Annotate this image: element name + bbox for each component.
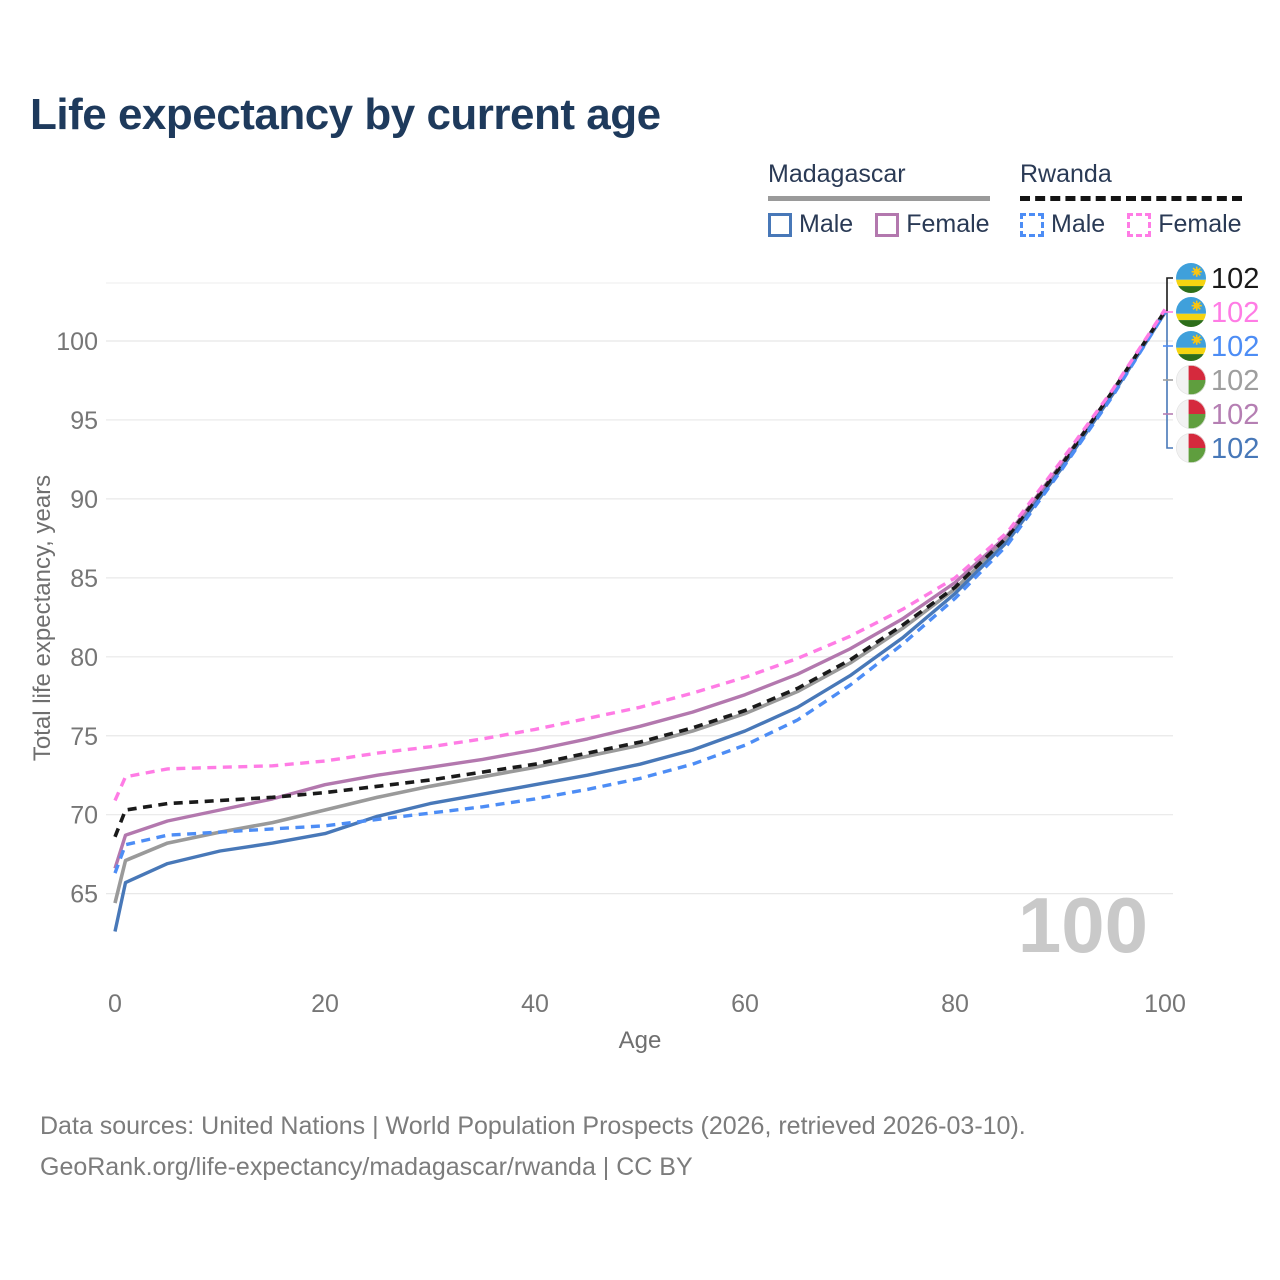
end-label-value: 102 <box>1211 263 1259 295</box>
y-tick-label-65: 65 <box>70 881 98 909</box>
end-label-value: 102 <box>1211 331 1259 363</box>
footer: Data sources: United Nations | World Pop… <box>40 1106 1026 1188</box>
x-tick-label-40: 40 <box>521 990 549 1018</box>
leader-lines <box>1163 277 1173 449</box>
end-label-madagascar-total: 102 <box>1176 365 1259 397</box>
end-label-rwanda-total: 102 <box>1176 263 1259 295</box>
end-label-madagascar-male: 102 <box>1176 433 1259 465</box>
page-title: Life expectancy by current age <box>30 90 661 139</box>
line-series <box>113 308 1167 932</box>
gridlines <box>106 282 1173 895</box>
x-tick-label-100: 100 <box>1144 990 1186 1018</box>
madagascar-flag-icon <box>1176 399 1206 429</box>
footer-link-line[interactable]: GeoRank.org/life-expectancy/madagascar/r… <box>40 1153 693 1181</box>
legend-group-rwanda: Rwanda Male Female <box>1020 160 1242 239</box>
y-tick-label-90: 90 <box>70 486 98 514</box>
y-tick-label-80: 80 <box>70 644 98 672</box>
legend-item-label: Male <box>799 210 854 238</box>
end-label-value: 102 <box>1211 365 1259 397</box>
madagascar-flag-icon <box>1176 433 1206 463</box>
series-line-rwanda-male[interactable] <box>113 311 1167 874</box>
x-tick-label-60: 60 <box>731 990 759 1018</box>
legend-item-label: Male <box>1051 210 1106 238</box>
end-label-value: 102 <box>1211 297 1259 329</box>
x-axis-title: Age <box>619 1027 662 1054</box>
y-tick-label-75: 75 <box>70 723 98 751</box>
series-line-madagascar-male[interactable] <box>113 311 1167 932</box>
leader-bracket-top <box>1166 277 1173 311</box>
legend-header-madagascar[interactable]: Madagascar <box>768 160 906 188</box>
rwanda-flag-icon <box>1176 263 1206 293</box>
legend-underline-rwanda-dashed-line-sample <box>1020 196 1242 201</box>
rwanda-flag-icon <box>1176 297 1206 327</box>
end-label-value: 102 <box>1211 433 1259 465</box>
madagascar-female-swatch-icon <box>875 212 900 237</box>
end-label-madagascar-female: 102 <box>1176 399 1259 431</box>
x-tick-label-20: 20 <box>311 990 339 1018</box>
legend-group-madagascar: Madagascar Male Female <box>768 160 990 239</box>
rwanda-flag-icon <box>1176 331 1206 361</box>
series-line-rwanda-total[interactable] <box>113 310 1167 838</box>
legend-header-rwanda[interactable]: Rwanda <box>1020 160 1112 188</box>
series-line-madagascar-female[interactable] <box>113 310 1167 869</box>
x-axis-tick-labels: 0 20 40 60 80 100 <box>108 990 1186 1018</box>
end-label-value: 102 <box>1211 399 1259 431</box>
series-line-rwanda-female[interactable] <box>113 308 1167 802</box>
legend-item-madagascar-male[interactable]: Male <box>768 210 853 239</box>
rwanda-female-swatch-icon <box>1127 212 1152 237</box>
legend-item-rwanda-male[interactable]: Male <box>1020 210 1105 239</box>
end-label-rwanda-female: 102 <box>1176 297 1259 329</box>
age-counter-watermark: 100 <box>1018 881 1148 969</box>
y-axis-title: Total life expectancy, years <box>29 475 56 761</box>
madagascar-flag-icon <box>1176 365 1206 395</box>
x-tick-label-0: 0 <box>108 990 122 1018</box>
y-tick-label-100: 100 <box>56 328 98 356</box>
legend-item-label: Female <box>1158 210 1242 238</box>
y-tick-label-95: 95 <box>70 407 98 435</box>
legend-item-rwanda-female[interactable]: Female <box>1127 210 1242 239</box>
y-axis-tick-labels: 65 70 75 80 85 90 95 100 <box>56 328 98 909</box>
legend-underline-madagascar-solid-line-sample <box>768 196 990 201</box>
madagascar-male-swatch-icon <box>768 212 792 237</box>
leader-bracket-bottom <box>1166 310 1173 449</box>
footer-sources-line: Data sources: United Nations | World Pop… <box>40 1112 1026 1140</box>
legend-item-madagascar-female[interactable]: Female <box>875 210 990 239</box>
y-tick-label-85: 85 <box>70 565 98 593</box>
y-tick-label-70: 70 <box>70 802 98 830</box>
end-label-rwanda-male: 102 <box>1176 331 1259 363</box>
rwanda-male-swatch-icon <box>1020 212 1044 237</box>
x-tick-label-80: 80 <box>941 990 969 1018</box>
legend-item-label: Female <box>906 210 990 238</box>
